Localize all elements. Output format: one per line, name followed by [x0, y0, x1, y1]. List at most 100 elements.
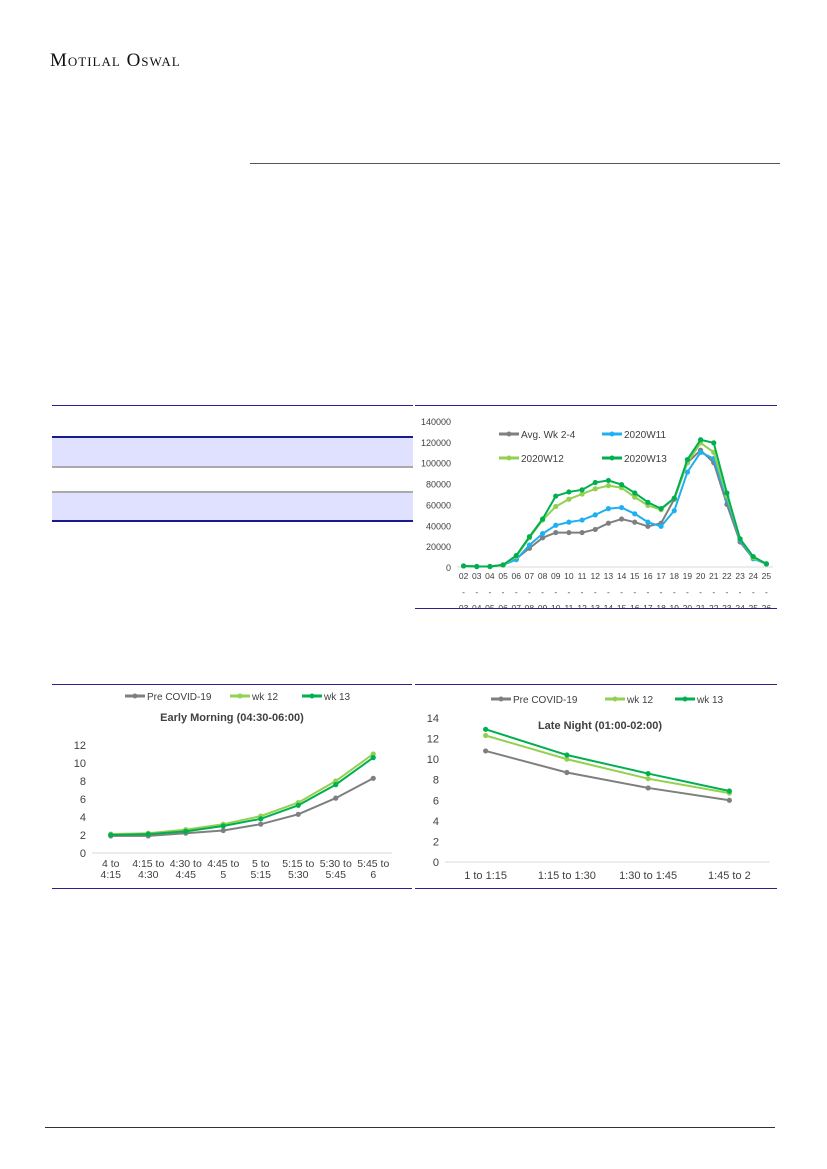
x-tick-label: - [699, 587, 702, 597]
legend-label: 2020W12 [521, 454, 564, 465]
legend-marker [682, 696, 688, 702]
x-tick-label: 18 [656, 603, 666, 608]
data-point [566, 519, 572, 525]
data-point [564, 752, 570, 758]
data-point [592, 512, 598, 518]
data-point [605, 483, 612, 489]
data-point [605, 520, 612, 526]
chart-panel-weekly: 0 20000 40000 60000 80000 100000 120000 140000 0… [415, 405, 777, 613]
x-tick-label: 1:45 to 2 [708, 870, 751, 882]
x-tick-label: 24 [749, 571, 759, 581]
x-tick-label: 10 [564, 571, 574, 581]
data-point [579, 529, 585, 536]
data-point [295, 802, 301, 808]
data-point [333, 778, 339, 784]
y-tick-label: 40000 [426, 521, 451, 531]
data-point [592, 479, 598, 486]
series-line-2 [485, 728, 730, 793]
x-tick-label: 23 [722, 603, 732, 608]
data-point [592, 526, 598, 533]
x-tick-label: 4:45 [176, 869, 197, 881]
x-tick-label: 12 [577, 603, 587, 608]
x-tick-label: 13 [604, 571, 614, 581]
data-point [295, 811, 301, 817]
legend-marker [309, 693, 315, 699]
x-tick-label: 14 [617, 571, 627, 581]
data-point [370, 775, 376, 781]
data-point [632, 511, 638, 517]
data-point [145, 831, 151, 837]
y-tick-label: 6 [80, 794, 86, 806]
chart-panel-late-night: 0 2 4 6 8 10 12 14 1 to 1:15 1:15 to 1:30 1:30 to … [415, 684, 777, 889]
x-tick-label: 20 [696, 571, 706, 581]
x-tick-label: 24 [735, 603, 745, 608]
chart-panel-early-morning: 0 2 4 6 8 10 12 4 to 4:15 4:15 to 4:30 4:30 to 4:45 4… [52, 684, 412, 889]
x-tick-label: 13 [591, 603, 601, 608]
y-tick-label: 0 [446, 563, 451, 573]
data-point [726, 788, 732, 794]
x-tick-label: - [554, 587, 557, 597]
data-point [763, 561, 770, 567]
data-point [750, 553, 756, 560]
x-tick-label: 17 [643, 603, 653, 608]
x-tick-label: - [541, 587, 544, 597]
data-point [566, 496, 572, 502]
data-point [108, 832, 114, 838]
series-line-1 [110, 753, 374, 836]
data-point [553, 493, 559, 499]
x-tick-label: 11 [565, 603, 574, 608]
y-tick-label: 14 [427, 713, 439, 725]
x-tick-label: - [488, 587, 491, 597]
chart-title: Late Night (01:00-02:00) [538, 720, 662, 732]
y-tick-label: 10 [74, 758, 86, 770]
y-tick-label: 4 [433, 816, 439, 828]
data-point [618, 504, 625, 511]
x-tick-label: 4:15 [101, 869, 122, 881]
data-point [487, 563, 493, 570]
data-point [697, 437, 704, 443]
data-point [500, 562, 506, 568]
x-tick-label: - [475, 587, 478, 597]
legend-label: Avg. Wk 2-4 [521, 430, 576, 441]
x-tick-label: 07 [525, 571, 535, 581]
x-tick-label: 06 [498, 603, 508, 608]
legend-marker [609, 431, 615, 437]
data-point [645, 776, 651, 782]
data-point [618, 482, 625, 488]
data-point [737, 536, 743, 542]
x-tick-label: - [725, 587, 728, 597]
y-tick-label: 80000 [426, 480, 451, 490]
x-tick-label: - [620, 587, 623, 597]
y-tick-label: 8 [433, 775, 439, 787]
data-point [474, 563, 480, 570]
legend-label: 2020W11 [624, 430, 667, 441]
x-tick-label: 22 [709, 603, 719, 608]
data-point [726, 797, 732, 803]
x-tick-label: - [462, 587, 465, 597]
data-point [579, 491, 585, 497]
data-point [220, 827, 226, 834]
x-tick-label: 21 [696, 603, 706, 608]
x-tick-label: 25 [749, 603, 759, 608]
x-tick-label: 6 [370, 869, 376, 881]
x-tick-label: 19 [670, 603, 680, 608]
legend-label: wk 13 [323, 692, 351, 703]
x-tick-label: 09 [551, 571, 561, 581]
x-tick-label: 26 [762, 603, 772, 608]
x-tick-label: 06 [512, 571, 522, 581]
data-point [592, 486, 598, 492]
data-point [258, 816, 264, 822]
x-tick-label: - [607, 587, 610, 597]
x-tick-label: 25 [762, 571, 772, 581]
y-tick-label: 4 [80, 812, 86, 824]
y-tick-label: 20000 [426, 542, 451, 552]
y-tick-label: 60000 [426, 500, 451, 510]
data-point [258, 821, 264, 827]
x-tick-label: 16 [630, 603, 640, 608]
x-tick-label: 5:45 to [357, 858, 389, 870]
x-tick-label: - [646, 587, 649, 597]
x-tick-label: - [528, 587, 531, 597]
y-tick-label: 120000 [421, 438, 451, 448]
y-tick-label: 8 [80, 776, 86, 788]
y-tick-label: 2 [433, 836, 439, 848]
